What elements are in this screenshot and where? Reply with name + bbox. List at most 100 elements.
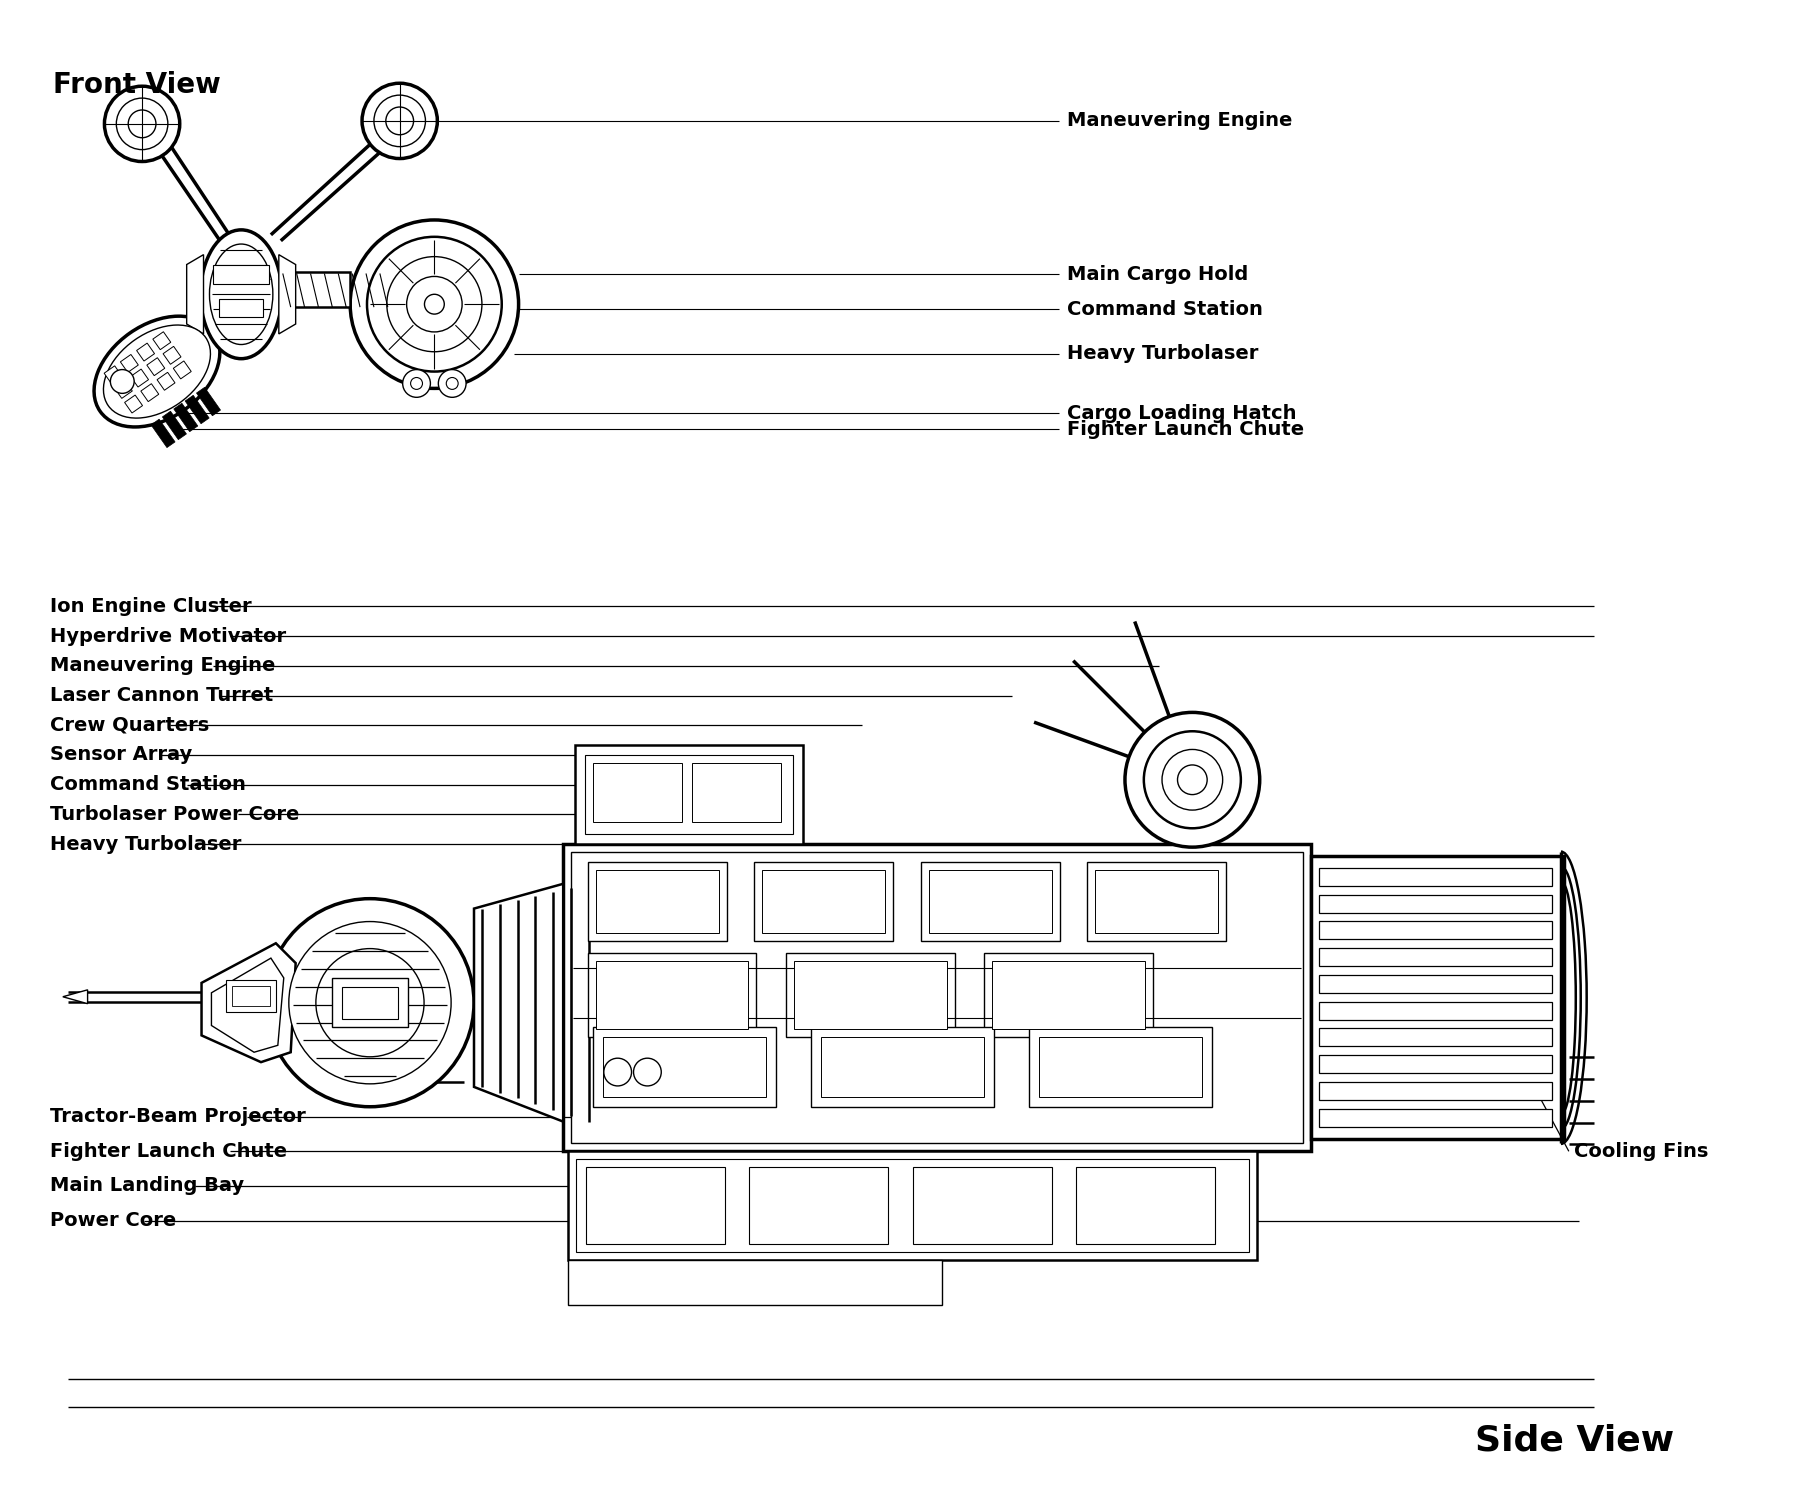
Bar	[576, 1160, 1250, 1252]
Bar	[1318, 1108, 1552, 1126]
Bar	[1318, 948, 1552, 966]
Circle shape	[373, 95, 426, 146]
Bar	[596, 960, 748, 1030]
Bar	[1087, 862, 1226, 941]
Bar	[214, 264, 268, 284]
Polygon shape	[474, 883, 563, 1122]
Bar	[762, 870, 886, 933]
Polygon shape	[212, 959, 284, 1052]
Text: Crew Quarters: Crew Quarters	[51, 716, 210, 735]
Polygon shape	[187, 255, 203, 334]
Bar	[1040, 1037, 1203, 1096]
Circle shape	[129, 110, 156, 137]
Bar	[150, 420, 176, 447]
Bar	[105, 365, 121, 384]
Text: Main Cargo Hold: Main Cargo Hold	[1067, 264, 1248, 284]
Bar	[130, 368, 149, 387]
Polygon shape	[201, 944, 295, 1062]
Circle shape	[446, 378, 458, 390]
Circle shape	[386, 107, 413, 134]
Bar	[589, 862, 726, 941]
Bar	[279, 272, 350, 307]
Text: Cargo Loading Hatch: Cargo Loading Hatch	[1067, 403, 1297, 423]
Bar	[585, 755, 793, 834]
Circle shape	[411, 378, 422, 390]
Circle shape	[407, 276, 462, 332]
Text: Command Station: Command Station	[1067, 299, 1262, 319]
Bar	[755, 862, 893, 941]
Bar	[592, 763, 683, 823]
Bar	[570, 852, 1304, 1143]
Bar	[569, 1151, 1257, 1261]
Text: Cooling Fins: Cooling Fins	[1574, 1142, 1708, 1161]
Circle shape	[1145, 731, 1241, 829]
Bar	[1029, 1027, 1212, 1107]
Bar	[929, 870, 1052, 933]
Bar	[1318, 1001, 1552, 1019]
Text: Maneuvering Engine: Maneuvering Engine	[1067, 112, 1291, 130]
Bar	[692, 763, 781, 823]
Bar	[592, 1027, 777, 1107]
Bar	[1096, 870, 1219, 933]
Text: Front View: Front View	[53, 71, 221, 100]
Bar	[196, 388, 221, 415]
Bar	[152, 332, 170, 350]
Bar	[786, 953, 954, 1037]
Text: Main Landing Bay: Main Landing Bay	[51, 1176, 244, 1196]
Bar	[1318, 895, 1552, 912]
Circle shape	[1163, 749, 1222, 809]
Text: Ion Engine Cluster: Ion Engine Cluster	[51, 596, 252, 616]
Bar	[158, 373, 176, 390]
Text: Heavy Turbolaser: Heavy Turbolaser	[1067, 344, 1259, 364]
Bar	[163, 346, 181, 364]
Text: Power Core: Power Core	[51, 1211, 176, 1231]
Bar	[576, 744, 802, 844]
Circle shape	[424, 294, 444, 314]
Bar	[913, 1167, 1052, 1244]
Circle shape	[1177, 766, 1208, 794]
Bar	[1318, 868, 1552, 886]
Circle shape	[603, 1059, 632, 1086]
Text: Side View: Side View	[1474, 1424, 1673, 1457]
Text: Command Station: Command Station	[51, 775, 246, 794]
Bar	[1318, 921, 1552, 939]
Text: Fighter Launch Chute: Fighter Launch Chute	[51, 1142, 288, 1161]
Bar	[226, 980, 275, 1012]
Circle shape	[1125, 713, 1260, 847]
Circle shape	[105, 86, 179, 162]
Bar	[120, 355, 138, 373]
Bar	[596, 870, 719, 933]
Bar	[114, 381, 132, 399]
Circle shape	[634, 1059, 661, 1086]
Bar	[185, 396, 208, 424]
Text: Hyperdrive Motivator: Hyperdrive Motivator	[51, 627, 286, 646]
Bar	[811, 1027, 994, 1107]
Circle shape	[402, 370, 431, 397]
Bar	[589, 953, 757, 1037]
Bar	[147, 358, 165, 376]
Polygon shape	[63, 991, 87, 1004]
Text: Maneuvering Engine: Maneuvering Engine	[51, 657, 275, 675]
Circle shape	[110, 370, 134, 394]
Text: Laser Cannon Turret: Laser Cannon Turret	[51, 686, 273, 705]
Bar	[569, 1261, 942, 1305]
Circle shape	[288, 921, 451, 1084]
Bar	[587, 1167, 724, 1244]
Circle shape	[350, 220, 518, 388]
Bar	[750, 1167, 887, 1244]
Circle shape	[266, 898, 474, 1107]
Bar	[920, 862, 1059, 941]
Circle shape	[368, 237, 502, 371]
Circle shape	[315, 948, 424, 1057]
Circle shape	[438, 370, 465, 397]
Bar	[163, 411, 187, 439]
Bar	[141, 384, 159, 402]
Bar	[820, 1037, 983, 1096]
Polygon shape	[279, 255, 295, 334]
Bar	[983, 953, 1154, 1037]
Ellipse shape	[210, 245, 273, 344]
Bar	[992, 960, 1145, 1030]
Bar	[1076, 1167, 1215, 1244]
Ellipse shape	[94, 316, 219, 427]
Text: Tractor-Beam Projector: Tractor-Beam Projector	[51, 1107, 306, 1126]
